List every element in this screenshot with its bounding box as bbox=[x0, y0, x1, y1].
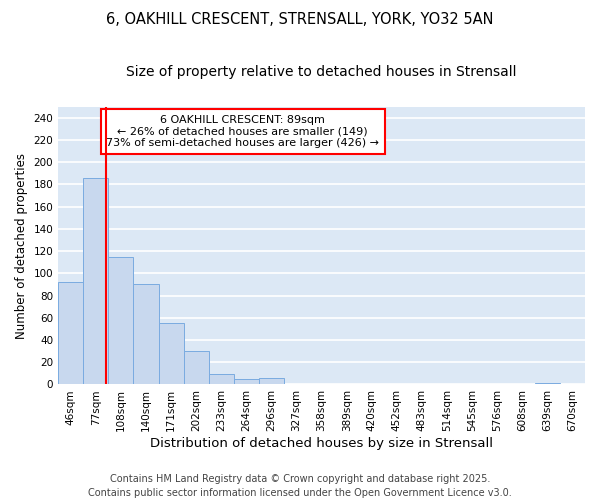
Bar bbox=[133, 284, 158, 384]
Bar bbox=[184, 351, 209, 384]
Bar bbox=[58, 282, 83, 384]
Title: Size of property relative to detached houses in Strensall: Size of property relative to detached ho… bbox=[127, 65, 517, 79]
Bar bbox=[109, 256, 133, 384]
Text: Contains HM Land Registry data © Crown copyright and database right 2025.
Contai: Contains HM Land Registry data © Crown c… bbox=[88, 474, 512, 498]
Bar bbox=[209, 374, 234, 384]
Y-axis label: Number of detached properties: Number of detached properties bbox=[15, 152, 28, 338]
X-axis label: Distribution of detached houses by size in Strensall: Distribution of detached houses by size … bbox=[150, 437, 493, 450]
Text: 6 OAKHILL CRESCENT: 89sqm
← 26% of detached houses are smaller (149)
73% of semi: 6 OAKHILL CRESCENT: 89sqm ← 26% of detac… bbox=[106, 115, 379, 148]
Bar bbox=[259, 378, 284, 384]
Bar bbox=[158, 324, 184, 384]
Bar bbox=[234, 379, 259, 384]
Text: 6, OAKHILL CRESCENT, STRENSALL, YORK, YO32 5AN: 6, OAKHILL CRESCENT, STRENSALL, YORK, YO… bbox=[106, 12, 494, 28]
Bar bbox=[83, 178, 109, 384]
